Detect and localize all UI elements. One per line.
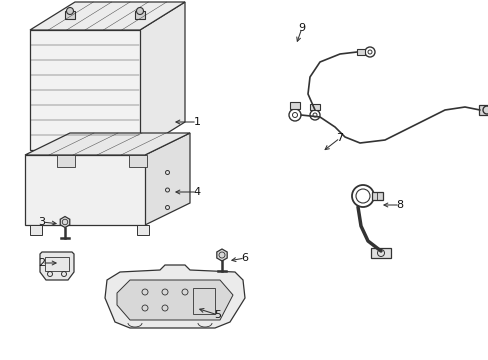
Polygon shape — [40, 252, 74, 280]
Polygon shape — [371, 192, 382, 200]
Polygon shape — [25, 155, 145, 225]
Polygon shape — [30, 2, 184, 30]
Text: 9: 9 — [298, 23, 305, 33]
Polygon shape — [145, 133, 190, 225]
Polygon shape — [289, 102, 299, 109]
Text: 3: 3 — [39, 217, 45, 227]
Polygon shape — [137, 225, 149, 235]
Text: 1: 1 — [193, 117, 200, 127]
Polygon shape — [478, 105, 488, 115]
Polygon shape — [370, 248, 390, 258]
Polygon shape — [30, 30, 140, 150]
Circle shape — [66, 8, 73, 14]
Polygon shape — [135, 11, 145, 19]
Polygon shape — [105, 265, 244, 328]
Text: 7: 7 — [336, 133, 343, 143]
Circle shape — [136, 8, 143, 14]
Polygon shape — [309, 104, 319, 110]
Polygon shape — [60, 216, 70, 228]
Polygon shape — [216, 249, 227, 261]
Text: 2: 2 — [39, 258, 45, 268]
Text: 4: 4 — [193, 187, 200, 197]
Polygon shape — [25, 133, 190, 155]
Polygon shape — [117, 280, 232, 320]
Polygon shape — [57, 155, 75, 167]
Polygon shape — [140, 2, 184, 150]
Polygon shape — [129, 155, 147, 167]
Polygon shape — [30, 225, 42, 235]
Polygon shape — [356, 49, 364, 55]
Text: 5: 5 — [214, 310, 221, 320]
Text: 8: 8 — [396, 200, 403, 210]
Text: 6: 6 — [241, 253, 248, 263]
Polygon shape — [65, 11, 75, 19]
